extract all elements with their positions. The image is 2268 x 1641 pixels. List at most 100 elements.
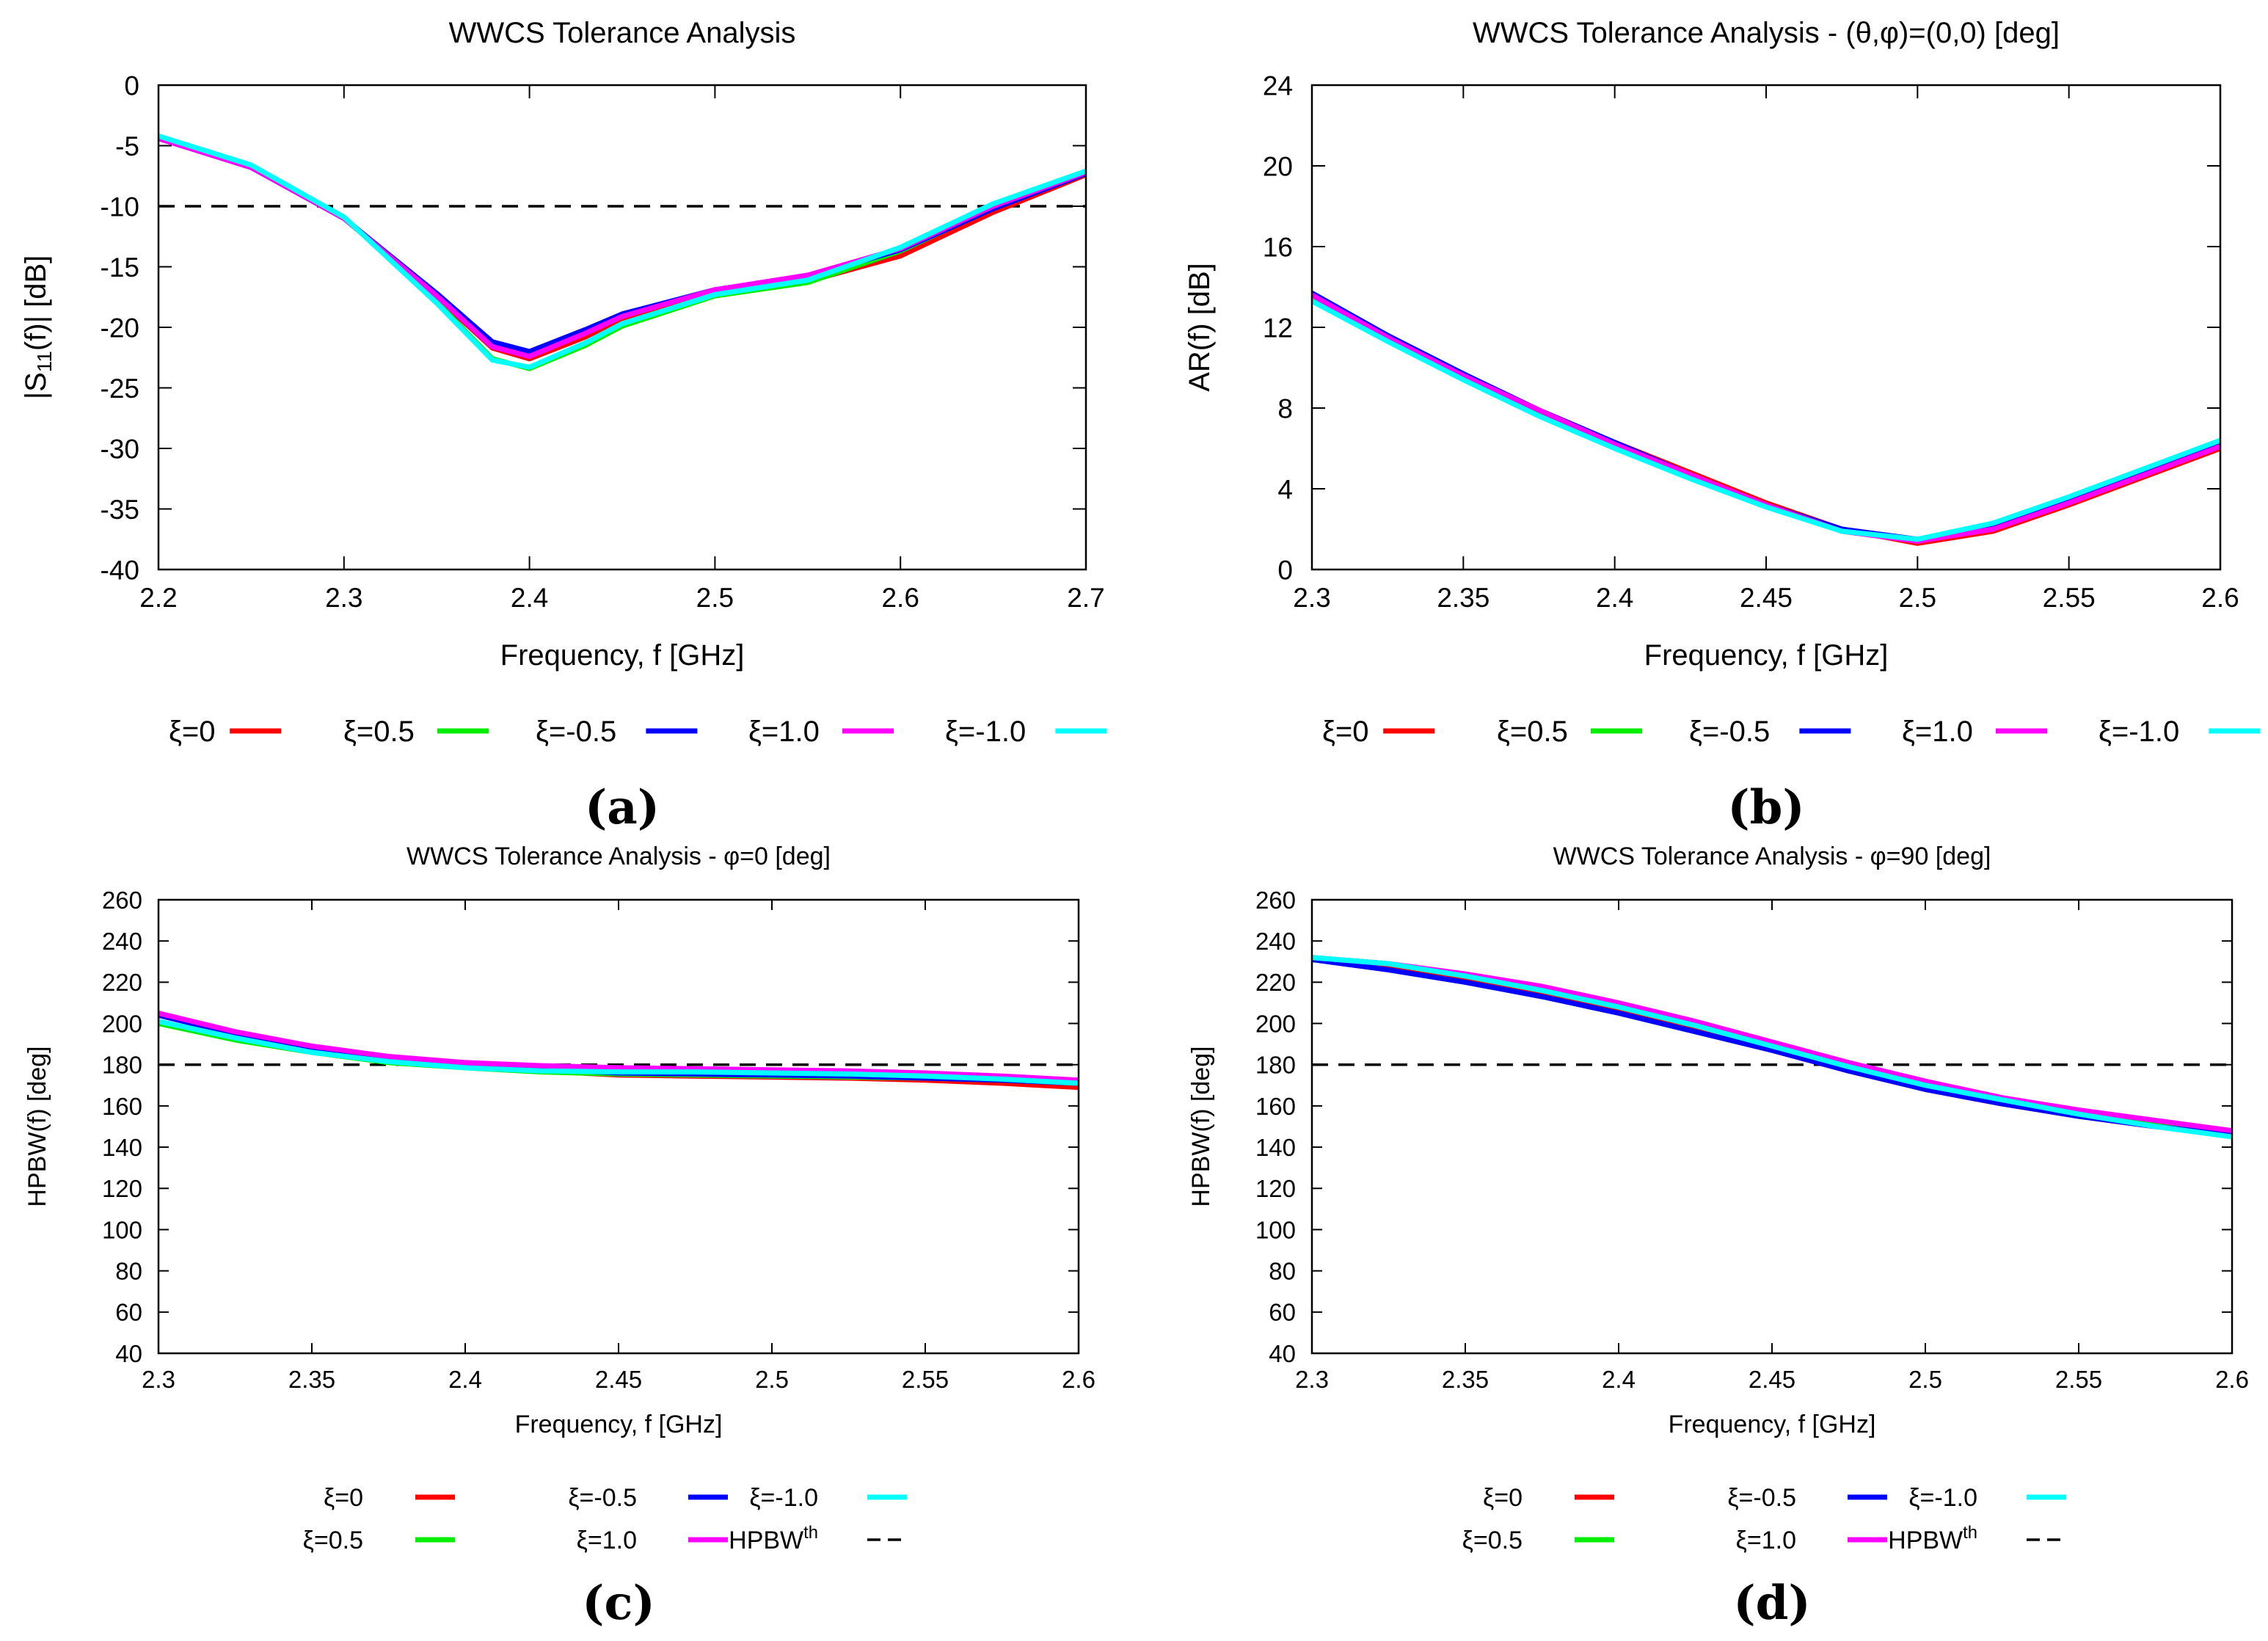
- legend-label: ξ=-1.0: [2099, 716, 2179, 748]
- panel-label: (a): [585, 780, 660, 835]
- y-tick-label: -25: [101, 374, 139, 404]
- chart-panel-a: WWCS Tolerance Analysis 2.2 2.3 2.4 2.5 2.6 2.…: [20, 17, 1107, 835]
- y-tick-label: 200: [1255, 1010, 1296, 1037]
- chart-title: WWCS Tolerance Analysis - (θ,φ)=(0,0) [d…: [1473, 17, 2060, 49]
- legend: ξ=0 ξ=-0.5 ξ=-1.0 ξ=0.5 ξ=1.0 HPBWth: [1462, 1484, 2066, 1554]
- legend-label: ξ=-1.0: [749, 1484, 818, 1512]
- x-tick-label: 2.6: [2215, 1366, 2249, 1393]
- x-tick-label: 2.45: [1749, 1366, 1795, 1393]
- legend-label: ξ=0.5: [1497, 716, 1568, 748]
- legend-label: ξ=0.5: [303, 1527, 363, 1554]
- plot-frame: [157, 898, 1080, 1355]
- legend-label: ξ=0: [1322, 716, 1369, 748]
- x-axis-label: Frequency, f [GHz]: [1669, 1411, 1876, 1438]
- x-tick-label: 2.6: [2201, 583, 2239, 613]
- x-tick-label: 2.35: [1437, 583, 1489, 613]
- x-tick-label: 2.6: [1062, 1366, 1095, 1393]
- series-line-4: [158, 133, 1086, 370]
- x-tick-label: 2.3: [142, 1366, 175, 1393]
- y-tick-label: 220: [1255, 969, 1296, 996]
- chart-panel-d: WWCS Tolerance Analysis - φ=90 [deg] 2.3 2…: [1187, 843, 2249, 1631]
- legend-label: ξ=0.5: [1462, 1527, 1523, 1554]
- legend-label: ξ=0.5: [343, 716, 415, 748]
- legend-label: ξ=-0.5: [536, 716, 616, 748]
- y-tick-label: 240: [102, 928, 142, 955]
- y-tick-label: 220: [102, 969, 142, 996]
- y-tick-label: 140: [102, 1134, 142, 1161]
- x-tick-label: 2.55: [2055, 1366, 2102, 1393]
- legend-label: ξ=-0.5: [1689, 716, 1770, 748]
- legend-label: ξ=-1.0: [945, 716, 1026, 748]
- chart-title: WWCS Tolerance Analysis - φ=90 [deg]: [1553, 843, 1991, 870]
- y-tick-label: 160: [1255, 1093, 1296, 1120]
- y-axis-label: HPBW(f) [deg]: [23, 1046, 51, 1207]
- x-tick-label: 2.35: [1442, 1366, 1489, 1393]
- y-tick-label: 260: [102, 887, 142, 914]
- x-tick-label: 2.5: [696, 583, 734, 613]
- legend-label: HPBWth: [1888, 1523, 1977, 1554]
- legend-label: ξ=0: [1483, 1484, 1523, 1512]
- series-line-4: [1312, 298, 2220, 542]
- chart-title: WWCS Tolerance Analysis: [449, 17, 796, 49]
- plot-frame: [157, 84, 1087, 571]
- y-tick-label: 24: [1263, 70, 1293, 101]
- x-tick-label: 2.5: [1908, 1366, 1942, 1393]
- y-tick-label: 200: [102, 1010, 142, 1037]
- x-tick-label: 2.45: [1740, 583, 1793, 613]
- y-tick-label: 120: [102, 1175, 142, 1202]
- y-tick-label: -15: [101, 252, 139, 283]
- x-tick-label: 2.4: [511, 583, 548, 613]
- y-tick-label: 16: [1263, 232, 1293, 262]
- x-tick-label: 2.45: [595, 1366, 642, 1393]
- legend-label: ξ=-0.5: [1727, 1484, 1796, 1512]
- chart-panel-c: WWCS Tolerance Analysis - φ=0 [deg] 2.3 2.…: [23, 843, 1095, 1631]
- x-tick-label: 2.3: [1293, 583, 1330, 613]
- y-tick-label: 60: [115, 1299, 142, 1326]
- legend-label: ξ=1.0: [577, 1527, 637, 1554]
- panel-label: (b): [1727, 780, 1804, 835]
- chart-panel-b: WWCS Tolerance Analysis - (θ,φ)=(0,0) [d…: [1184, 17, 2261, 835]
- x-tick-label: 2.5: [1899, 583, 1936, 613]
- y-tick-label: 8: [1277, 393, 1293, 423]
- y-tick-label: -10: [101, 192, 139, 222]
- y-tick-label: 240: [1255, 928, 1296, 955]
- legend-label: ξ=1.0: [1736, 1527, 1796, 1554]
- y-tick-label: -5: [115, 131, 139, 161]
- y-tick-label: 100: [102, 1216, 142, 1243]
- y-axis-label: |S11(f)| [dB]: [20, 255, 56, 400]
- legend-label: ξ=-0.5: [568, 1484, 637, 1512]
- x-tick-label: 2.55: [902, 1366, 949, 1393]
- x-tick-label: 2.4: [1602, 1366, 1636, 1393]
- y-axis-label: HPBW(f) [deg]: [1187, 1046, 1215, 1207]
- x-tick-label: 2.6: [881, 583, 919, 613]
- legend: ξ=0 ξ=0.5 ξ=-0.5 ξ=1.0 ξ=-1.0: [169, 716, 1107, 748]
- x-tick-label: 2.2: [139, 583, 177, 613]
- legend: ξ=0 ξ=0.5 ξ=-0.5 ξ=1.0 ξ=-1.0: [1322, 716, 2261, 748]
- plot-frame: [1310, 898, 2234, 1355]
- legend: ξ=0 ξ=-0.5 ξ=-1.0 ξ=0.5 ξ=1.0 HPBWth: [303, 1484, 907, 1554]
- legend-label: ξ=1.0: [748, 716, 820, 748]
- series-line-4: [1312, 955, 2232, 1140]
- x-axis-label: Frequency, f [GHz]: [515, 1411, 723, 1438]
- y-tick-label: 100: [1255, 1216, 1296, 1243]
- legend-label: ξ=-1.0: [1908, 1484, 1977, 1512]
- y-tick-label: 140: [1255, 1134, 1296, 1161]
- y-tick-label: 0: [1277, 555, 1293, 585]
- y-tick-label: 40: [1269, 1340, 1296, 1367]
- x-tick-label: 2.5: [755, 1366, 789, 1393]
- x-tick-label: 2.3: [1295, 1366, 1329, 1393]
- x-axis-label: Frequency, f [GHz]: [1644, 639, 1889, 672]
- y-tick-label: 180: [102, 1052, 142, 1079]
- legend-label: ξ=1.0: [1902, 716, 1973, 748]
- x-tick-label: 2.35: [288, 1366, 335, 1393]
- series-line-1: [158, 134, 1086, 371]
- y-tick-label: 80: [115, 1258, 142, 1285]
- legend-label: ξ=0: [324, 1484, 363, 1512]
- y-tick-label: 60: [1269, 1299, 1296, 1326]
- x-tick-label: 2.7: [1067, 583, 1104, 613]
- y-tick-label: 80: [1269, 1258, 1296, 1285]
- y-tick-label: 0: [124, 70, 139, 101]
- y-tick-label: -35: [101, 495, 139, 525]
- y-tick-label: 12: [1263, 313, 1293, 343]
